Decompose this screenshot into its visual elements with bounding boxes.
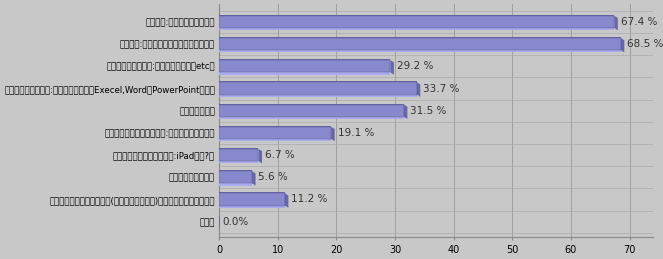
- Polygon shape: [219, 161, 259, 163]
- Polygon shape: [219, 139, 332, 141]
- Polygon shape: [219, 28, 615, 30]
- Bar: [219, 16, 615, 28]
- Bar: [219, 82, 417, 95]
- Bar: [219, 127, 332, 139]
- Polygon shape: [219, 170, 252, 171]
- Polygon shape: [252, 171, 255, 185]
- Polygon shape: [219, 59, 391, 60]
- Polygon shape: [615, 16, 618, 30]
- Polygon shape: [219, 126, 332, 127]
- Bar: [219, 60, 391, 73]
- Text: 29.2 %: 29.2 %: [397, 61, 433, 71]
- Bar: [219, 171, 252, 183]
- Polygon shape: [219, 81, 417, 82]
- Bar: [219, 38, 621, 50]
- Text: 19.1 %: 19.1 %: [337, 128, 374, 138]
- Polygon shape: [259, 149, 262, 163]
- Polygon shape: [621, 38, 625, 52]
- Polygon shape: [332, 127, 335, 141]
- Bar: [219, 193, 285, 206]
- Text: 67.4 %: 67.4 %: [621, 17, 657, 27]
- Polygon shape: [219, 95, 417, 97]
- Text: 11.2 %: 11.2 %: [291, 195, 328, 204]
- Polygon shape: [219, 117, 404, 119]
- Text: 6.7 %: 6.7 %: [265, 150, 294, 160]
- Bar: [219, 149, 259, 161]
- Text: 33.7 %: 33.7 %: [423, 83, 459, 93]
- Bar: [219, 105, 404, 117]
- Polygon shape: [219, 15, 615, 16]
- Text: 31.5 %: 31.5 %: [410, 106, 447, 116]
- Polygon shape: [391, 60, 394, 75]
- Text: 5.6 %: 5.6 %: [259, 172, 288, 182]
- Polygon shape: [219, 206, 285, 208]
- Polygon shape: [219, 37, 621, 38]
- Polygon shape: [219, 148, 259, 149]
- Polygon shape: [404, 105, 407, 119]
- Polygon shape: [219, 73, 391, 75]
- Text: 0.0%: 0.0%: [222, 217, 249, 227]
- Polygon shape: [219, 104, 404, 105]
- Polygon shape: [219, 50, 621, 52]
- Text: 68.5 %: 68.5 %: [627, 39, 663, 49]
- Polygon shape: [219, 183, 252, 185]
- Polygon shape: [417, 82, 420, 97]
- Polygon shape: [285, 193, 288, 208]
- Polygon shape: [219, 192, 285, 193]
